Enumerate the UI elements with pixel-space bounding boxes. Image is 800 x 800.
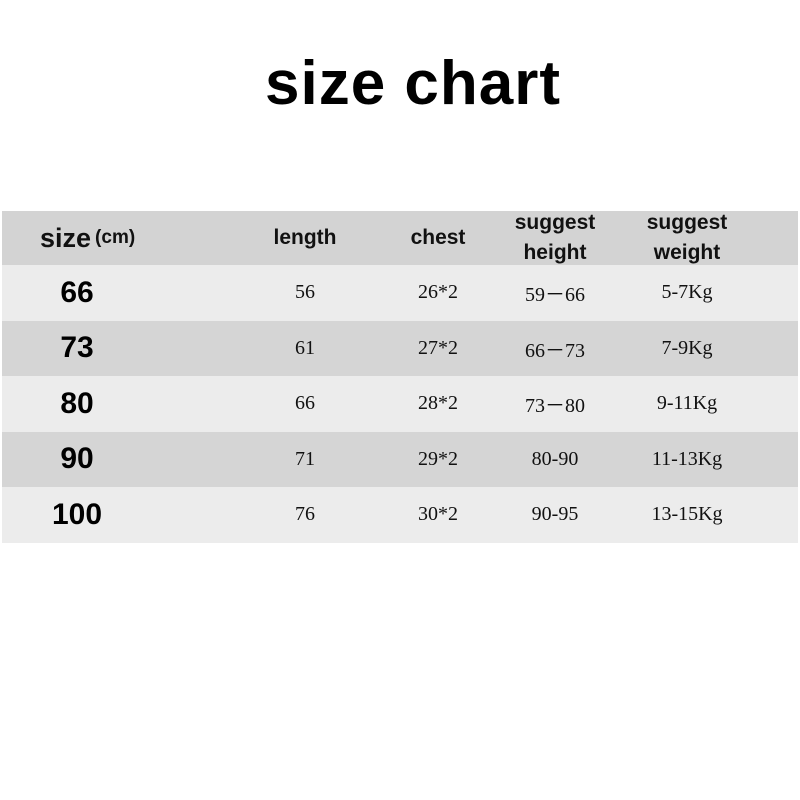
cell-length: 71: [295, 447, 315, 470]
cell-height: 73－80: [525, 395, 585, 418]
table-header: size (cm) length chest suggest height sug…: [2, 211, 798, 265]
cell-length: 66: [295, 392, 315, 415]
cell-length: 76: [295, 503, 315, 526]
header-size: size (cm): [40, 211, 135, 265]
size-table: size (cm) length chest suggest height sug…: [2, 211, 798, 543]
cell-chest: 28*2: [418, 392, 458, 415]
header-size-label: size: [40, 223, 92, 253]
table-row: 66 56 26*2 59－66 5-7Kg: [2, 265, 798, 321]
table-row: 80 66 28*2 73－80 9-11Kg: [2, 376, 798, 432]
header-weight-line2: weight: [653, 241, 721, 264]
cell-length: 56: [295, 281, 315, 304]
cell-chest: 29*2: [418, 447, 458, 470]
cell-chest: 30*2: [418, 503, 458, 526]
cell-weight: 9-11Kg: [656, 392, 718, 415]
table-row: 73 61 27*2 66－73 7-9Kg: [2, 320, 798, 376]
cell-chest: 26*2: [418, 281, 458, 304]
cell-chest: 27*2: [418, 336, 458, 359]
cell-size: 100: [51, 497, 103, 531]
cell-size: 80: [60, 386, 94, 420]
cell-size: 66: [60, 275, 94, 309]
header-height-line1: suggest: [514, 211, 596, 234]
cell-size: 90: [60, 442, 94, 476]
table-row: 100 76 30*2 90-95 13-15Kg: [2, 487, 798, 543]
cell-height: 59－66: [525, 284, 585, 307]
cell-height: 90-95: [531, 503, 579, 526]
cell-weight: 5-7Kg: [661, 281, 713, 304]
header-weight: suggest weight: [627, 211, 747, 265]
cell-weight: 7-9Kg: [661, 336, 713, 359]
header-chest: chest: [410, 226, 466, 249]
header-length: length: [273, 226, 337, 249]
table-row: 90 71 29*2 80-90 11-13Kg: [2, 431, 798, 487]
cell-size: 73: [60, 331, 94, 365]
header-height-line2: height: [523, 241, 587, 264]
header-height: suggest height: [495, 211, 615, 265]
header-size-unit: (cm): [95, 227, 136, 248]
cell-weight: 13-15Kg: [651, 503, 723, 526]
cell-height: 80-90: [531, 447, 579, 470]
header-weight-line1: suggest: [646, 211, 728, 234]
page-title: size chart: [264, 49, 562, 118]
cell-length: 61: [295, 336, 315, 359]
cell-height: 66－73: [525, 339, 585, 362]
cell-weight: 11-13Kg: [651, 447, 723, 470]
